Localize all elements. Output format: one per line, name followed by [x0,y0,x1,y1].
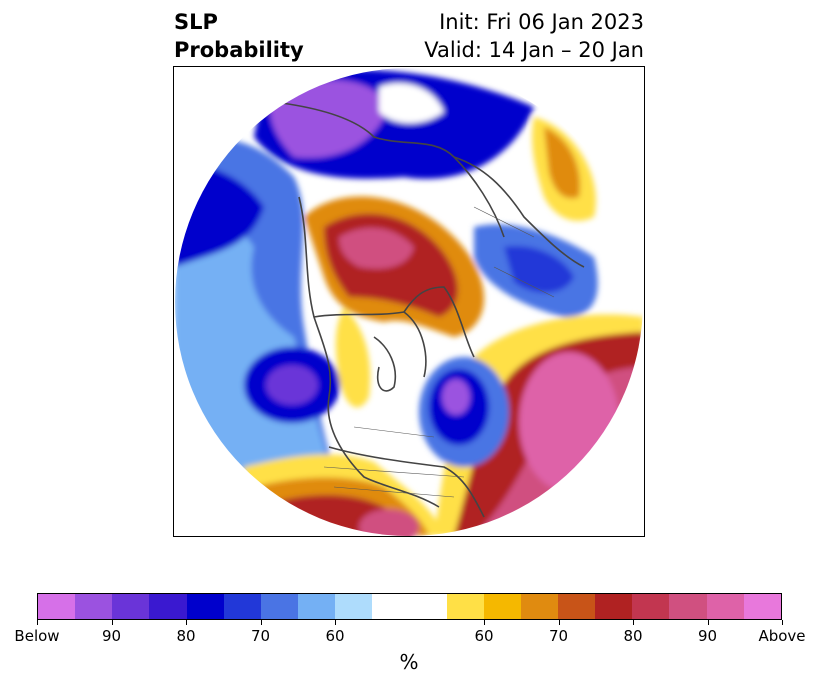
colorbar-segment [335,594,373,619]
colorbar-segment [706,594,744,619]
colorbar-tick-label: Above [758,627,806,645]
map-title: SLP Probability [174,8,304,64]
colorbar-segment [260,594,298,619]
colorbar-segment [595,594,633,619]
yellow-band-central [335,307,371,408]
colorbar-tick-label: 90 [697,627,718,645]
colorbar-segment [409,594,447,619]
high-center-southeast [519,352,619,492]
colorbar-segment [520,594,558,619]
map-panel [173,66,645,537]
colorbar-tick-label: 80 [623,627,643,645]
colorbar-tick [111,620,113,625]
colorbar-segment [112,594,150,619]
orange-area-northeast [544,127,580,199]
colorbar-segment [38,594,76,619]
probability-field [175,68,643,536]
polar-map [175,68,643,536]
colorbar-tick [782,620,783,625]
colorbar-tick [707,620,709,625]
coastlines [273,101,585,518]
title-line-variable: SLP [174,10,218,34]
borders [323,206,555,498]
violet-area-north [270,80,389,158]
colorbar-segment [297,594,336,619]
colorbar-segment [446,594,484,619]
colorbar-tick-label: 60 [325,627,345,645]
colorbar-tick-label: 70 [250,627,271,645]
colorbar-tick [186,620,187,625]
colorbar-tick [335,620,336,625]
colorbar-segment [557,594,596,619]
colorbar-tick [37,620,38,625]
colorbar [37,593,782,620]
colorbar-tick-label: 90 [101,627,122,645]
lightblue-area-west [175,213,334,497]
colorbar-tick [633,620,634,625]
colorbar-tick [260,620,262,625]
colorbar-segment [75,594,113,619]
colorbar-tick-label: 60 [474,627,494,645]
colorbar-tick-label: 70 [548,627,569,645]
colorbar-segment [483,594,521,619]
colorbar-tick-label: Below [14,627,60,645]
colorbar-segment [632,594,670,619]
colorbar-segment [372,594,410,619]
colorbar-tick-label: 80 [176,627,196,645]
colorbar-tick [484,620,485,625]
colorbar-unit: % [399,650,419,674]
colorbar-segment [186,594,224,619]
pink-core-ridge [339,227,414,269]
white-patch-north [379,83,444,124]
forecast-dates: Init: Fri 06 Jan 2023 Valid: 14 Jan – 20… [424,8,644,64]
colorbar-segment [149,594,187,619]
colorbar-tick [558,620,560,625]
valid-range: Valid: 14 Jan – 20 Jan [424,38,644,62]
colorbar-segment [669,594,707,619]
colorbar-segment [223,594,261,619]
low-core-west [266,365,318,405]
low-core-east [442,379,470,415]
title-line-quantity: Probability [174,38,304,62]
colorbar-segment [743,594,781,619]
pink-area-south [359,509,419,536]
init-date: Init: Fri 06 Jan 2023 [439,10,644,34]
